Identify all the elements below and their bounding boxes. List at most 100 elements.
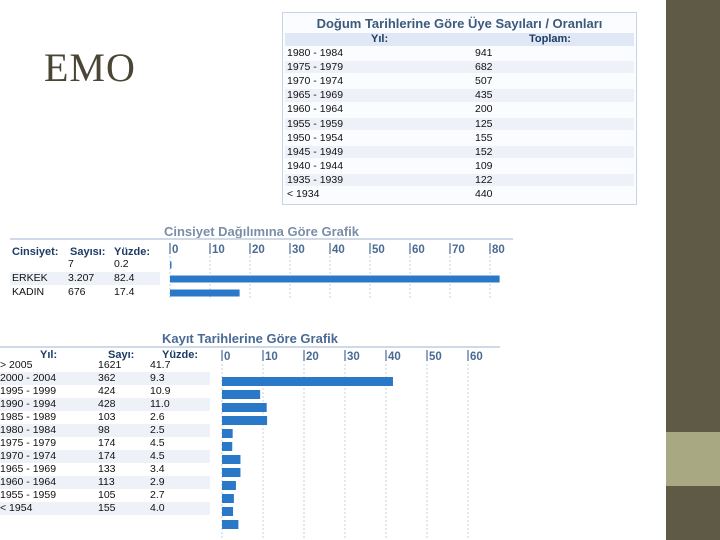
slide-sidebar-bottom [666, 486, 720, 540]
percent-cell: 4.5 [150, 450, 165, 462]
col-gender-header: Cinsiyet: [12, 246, 59, 258]
year-cell: 1975 - 1979 [0, 437, 57, 449]
total-cell: 507 [475, 75, 493, 88]
table-row: 1935 - 1939 122 [285, 173, 634, 187]
bar-1970 - 1974 [222, 468, 241, 477]
count-cell: 362 [98, 372, 116, 384]
total-cell: 682 [475, 61, 493, 74]
table-row: 1965 - 1969 133 3.4 [0, 463, 210, 476]
year-cell: 1955 - 1959 [0, 489, 57, 501]
tick-label: 0 [172, 244, 178, 256]
percent-cell: 10.9 [150, 385, 171, 397]
tick-label: 80 [492, 244, 505, 256]
count-cell: 103 [98, 411, 116, 423]
table-row: < 1934 440 [285, 188, 634, 200]
total-cell: 125 [475, 117, 493, 130]
table-row: > 2005 1621 41.7 [0, 359, 210, 372]
year-cell: 2000 - 2004 [0, 372, 57, 384]
year-cell: 1985 - 1989 [0, 411, 57, 423]
col-count-header: Sayısı: [70, 246, 106, 258]
slide-sidebar-dark [666, 0, 720, 432]
bar-1995 - 1999 [222, 403, 267, 412]
count-cell: 155 [98, 502, 116, 514]
table-row: 1970 - 1974 174 4.5 [0, 450, 210, 463]
year-cell: 1970 - 1974 [287, 75, 344, 88]
count-cell: 98 [98, 424, 110, 436]
percent-cell: 3.4 [150, 463, 165, 475]
count-cell: 3.207 [68, 272, 95, 284]
year-cell: 1935 - 1939 [287, 173, 344, 186]
percent-cell: 2.6 [150, 411, 165, 423]
tick-label: 20 [252, 244, 265, 256]
table-row: 1950 - 1954 155 [285, 132, 634, 144]
tick-label: 0 [224, 351, 230, 363]
col-count-header: Sayı: [108, 349, 135, 361]
year-cell: 1940 - 1944 [287, 159, 344, 172]
registration-bar-chart: 0 10 20 30 40 50 60 [221, 350, 483, 540]
bar-1955 - 1959 [222, 507, 234, 516]
total-cell: 155 [475, 131, 493, 144]
bar-1980 - 1984 [222, 442, 233, 451]
tick-label: 40 [332, 244, 345, 256]
percent-cell: 41.7 [150, 359, 171, 371]
year-cell: 1960 - 1964 [0, 476, 57, 488]
bar-1975 - 1979 [222, 455, 241, 464]
percent-cell: 11.0 [150, 398, 170, 410]
col-percent-header: Yüzde: [114, 246, 151, 258]
year-cell: 1950 - 1954 [287, 131, 344, 144]
bar-blank [170, 261, 172, 269]
table-row: 1975 - 1979 174 4.5 [0, 437, 210, 450]
col-year-header: Yıl: [371, 33, 389, 45]
tick-label: 30 [292, 244, 305, 256]
bar-< 1954 [222, 520, 239, 529]
registration-chart-panel: Kayıt Tarihlerine Göre Grafik Yıl: Sayı:… [0, 330, 500, 540]
year-cell: 1965 - 1969 [287, 89, 344, 102]
gender-chart-panel: Cinsiyet Dağılımına Göre Grafik Cinsiyet… [10, 224, 513, 300]
table-row: 1960 - 1964 200 [285, 103, 634, 115]
bar-1965 - 1969 [222, 481, 236, 490]
table-row: 1945 - 1949 152 [285, 145, 634, 159]
count-cell: 174 [98, 437, 116, 449]
percent-cell: 17.4 [114, 286, 135, 298]
table-row: 1965 - 1969 435 [285, 89, 634, 102]
bar-KADIN [170, 289, 240, 297]
bar-1990 - 1994 [222, 416, 268, 425]
birth-year-table: Doğum Tarihlerine Göre Üye Sayıları / Or… [282, 12, 637, 205]
tick-label: 50 [372, 244, 385, 256]
table-row: 1980 - 1984 941 [285, 47, 634, 59]
birth-table-title: Doğum Tarihlerine Göre Üye Sayıları / Or… [316, 16, 603, 31]
table-row: 1970 - 1974 507 [285, 75, 634, 87]
count-cell: 105 [98, 489, 116, 501]
slide-sidebar-accent [666, 432, 720, 486]
count-cell: 676 [68, 286, 86, 298]
table-row: 1940 - 1944 109 [285, 160, 634, 172]
count-cell: 1621 [98, 359, 122, 371]
table-row: 1985 - 1989 103 2.6 [0, 411, 210, 424]
bar-1985 - 1989 [222, 429, 233, 438]
count-cell: 428 [98, 398, 116, 410]
col-percent-header: Yüzde: [162, 349, 199, 361]
tick-label: 10 [212, 244, 225, 256]
table-row: 1995 - 1999 424 10.9 [0, 385, 210, 398]
table-row: 1980 - 1984 98 2.5 [0, 424, 210, 437]
total-cell: 200 [475, 103, 493, 116]
col-year-header: Yıl: [40, 349, 58, 361]
year-cell: > 2005 [0, 359, 33, 371]
bar-ERKEK [170, 275, 500, 283]
table-row: 7 0.2 [10, 258, 160, 271]
table-row: 2000 - 2004 362 9.3 [0, 372, 210, 385]
tick-label: 60 [470, 351, 483, 363]
total-cell: 435 [475, 89, 493, 102]
col-total-header: Toplam: [529, 33, 571, 45]
total-cell: 941 [475, 47, 493, 59]
percent-cell: 4.5 [150, 437, 165, 449]
registration-chart-title: Kayıt Tarihlerine Göre Grafik [161, 331, 339, 346]
tick-label: 40 [388, 351, 401, 363]
tick-label: 60 [412, 244, 425, 256]
percent-cell: 9.3 [150, 372, 165, 384]
year-cell: 1995 - 1999 [0, 385, 57, 397]
year-cell: 1980 - 1984 [0, 424, 57, 436]
year-cell: 1960 - 1964 [287, 103, 344, 116]
count-cell: 7 [68, 258, 74, 270]
table-row: 1990 - 1994 428 11.0 [0, 398, 210, 411]
